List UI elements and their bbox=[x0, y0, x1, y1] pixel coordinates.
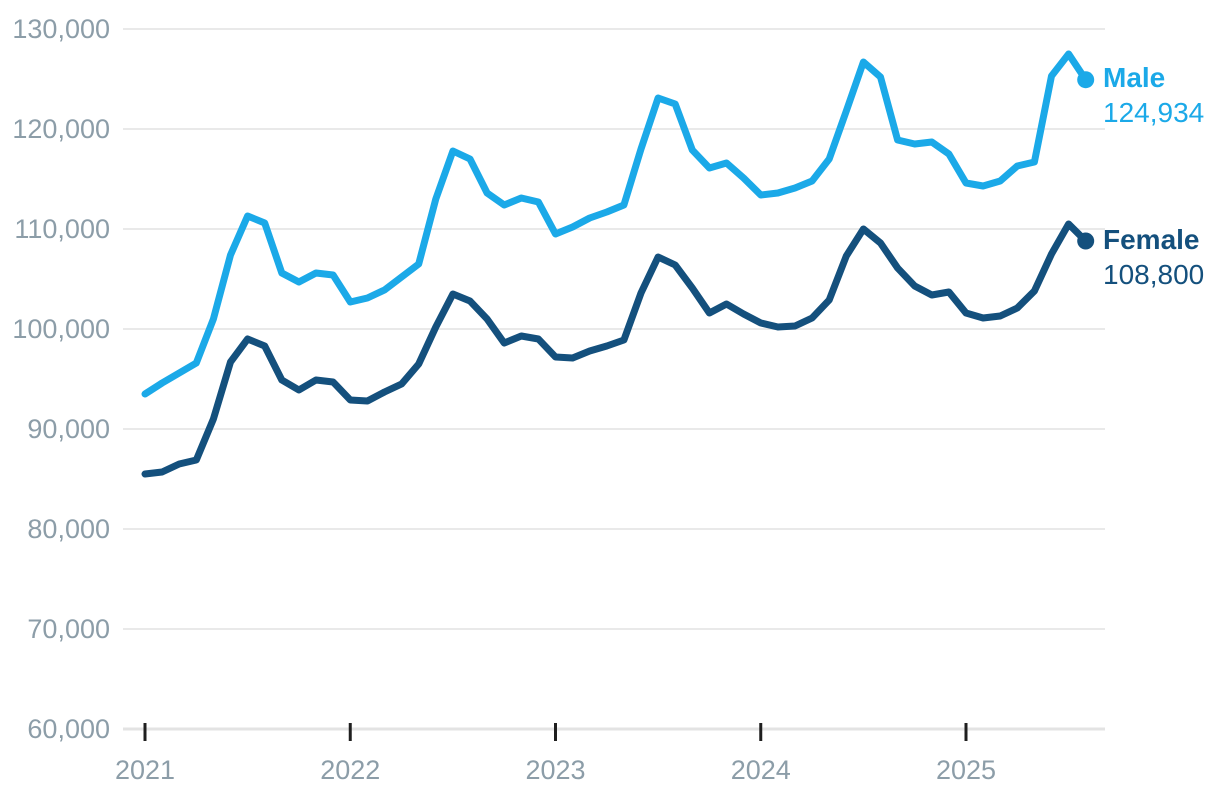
x-axis-tick-label: 2021 bbox=[115, 755, 175, 785]
legend-male: Male 124,934 bbox=[1103, 60, 1204, 130]
female-series-end-dot bbox=[1077, 232, 1095, 250]
y-axis-tick-label: 130,000 bbox=[12, 14, 110, 44]
male-series-end-dot bbox=[1077, 71, 1095, 89]
y-axis-tick-label: 100,000 bbox=[12, 314, 110, 344]
x-axis-tick-label: 2022 bbox=[320, 755, 380, 785]
y-axis-tick-label: 90,000 bbox=[27, 414, 110, 444]
male-series-line bbox=[141, 50, 1090, 398]
y-axis-tick-label: 70,000 bbox=[27, 614, 110, 644]
y-axis-tick-label: 120,000 bbox=[12, 114, 110, 144]
legend-female-value: 108,800 bbox=[1103, 259, 1205, 290]
female-series-line bbox=[141, 220, 1090, 478]
y-axis-tick-label: 60,000 bbox=[27, 714, 110, 744]
legend-male-value: 124,934 bbox=[1103, 97, 1205, 128]
legend-female: Female 108,800 bbox=[1103, 222, 1204, 292]
x-axis-tick-label: 2023 bbox=[525, 755, 585, 785]
y-axis-tick-label: 110,000 bbox=[14, 214, 110, 244]
legend-male-label: Male bbox=[1103, 62, 1166, 93]
legend-female-label: Female bbox=[1103, 224, 1200, 255]
x-axis-tick-label: 2024 bbox=[731, 755, 791, 785]
y-axis-tick-label: 80,000 bbox=[27, 514, 110, 544]
x-axis-tick-label: 2025 bbox=[936, 755, 996, 785]
